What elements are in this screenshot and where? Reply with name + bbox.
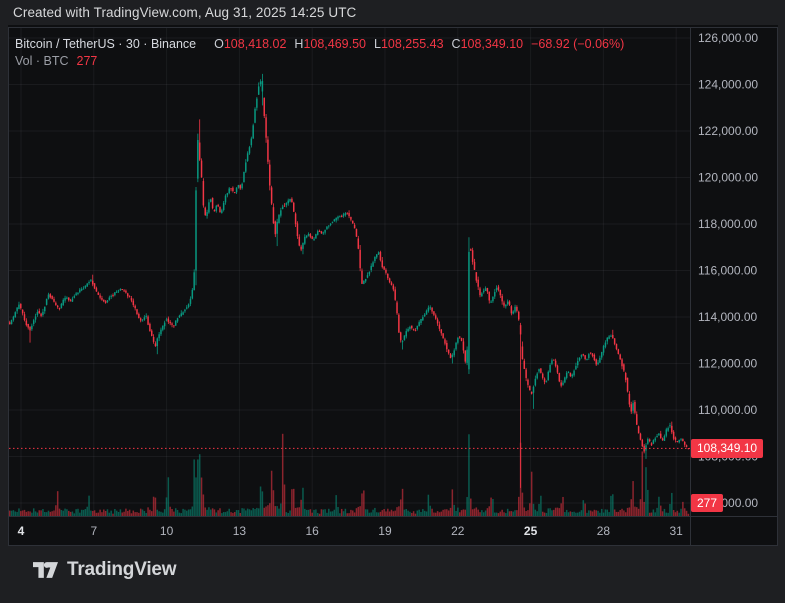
symbol-title: Bitcoin / TetherUS · 30 · Binance xyxy=(15,37,197,51)
tradingview-logo-link[interactable]: TradingView xyxy=(33,559,177,581)
svg-text:120,000.00: 120,000.00 xyxy=(698,171,758,185)
svg-text:28: 28 xyxy=(597,524,611,538)
low-label: L xyxy=(374,37,381,51)
close-label: C xyxy=(451,37,461,51)
open-label: O xyxy=(214,37,224,51)
svg-text:4: 4 xyxy=(18,524,25,538)
svg-text:31: 31 xyxy=(670,524,684,538)
svg-text:126,000.00: 126,000.00 xyxy=(698,31,758,45)
attribution-bar: Created with TradingView.com, Aug 31, 20… xyxy=(0,0,785,25)
low-value: 108,255.43 xyxy=(380,37,444,51)
chart-legend: Bitcoin / TetherUS · 30 · Binance O 108,4… xyxy=(15,36,624,69)
svg-text:7: 7 xyxy=(90,524,97,538)
brand-bar: TradingView xyxy=(0,548,785,603)
volume-title: Vol · BTC xyxy=(15,54,69,68)
high-label: H xyxy=(294,37,304,51)
high-value: 108,469.50 xyxy=(303,37,367,51)
volume-value: 277 xyxy=(76,54,98,68)
svg-text:10: 10 xyxy=(160,524,174,538)
svg-text:13: 13 xyxy=(233,524,247,538)
svg-text:110,000.00: 110,000.00 xyxy=(698,403,757,417)
svg-text:116,000.00: 116,000.00 xyxy=(698,264,757,278)
legend-ohlc-row: Bitcoin / TetherUS · 30 · Binance O 108,4… xyxy=(15,36,624,52)
svg-text:114,000.00: 114,000.00 xyxy=(698,310,757,324)
svg-text:122,000.00: 122,000.00 xyxy=(698,124,758,138)
last-price-label: 108,349.10 xyxy=(691,438,764,458)
open-value: 108,418.02 xyxy=(223,37,287,51)
svg-text:16: 16 xyxy=(306,524,320,538)
svg-text:25: 25 xyxy=(524,524,538,538)
close-value: 108,349.10 xyxy=(460,37,524,51)
svg-text:124,000.00: 124,000.00 xyxy=(698,78,758,92)
tradingview-logo-icon xyxy=(33,562,58,578)
svg-text:112,000.00: 112,000.00 xyxy=(698,357,757,371)
svg-text:118,000.00: 118,000.00 xyxy=(698,217,757,231)
last-volume-label: 277 xyxy=(691,494,724,512)
change-value: −68.92 (−0.06%) xyxy=(531,37,625,51)
attribution-text: Created with TradingView.com, Aug 31, 20… xyxy=(13,5,357,20)
svg-text:22: 22 xyxy=(451,524,465,538)
legend-volume-row: Vol · BTC 277 xyxy=(15,53,624,69)
brand-name: TradingView xyxy=(67,559,177,580)
svg-text:19: 19 xyxy=(378,524,392,538)
